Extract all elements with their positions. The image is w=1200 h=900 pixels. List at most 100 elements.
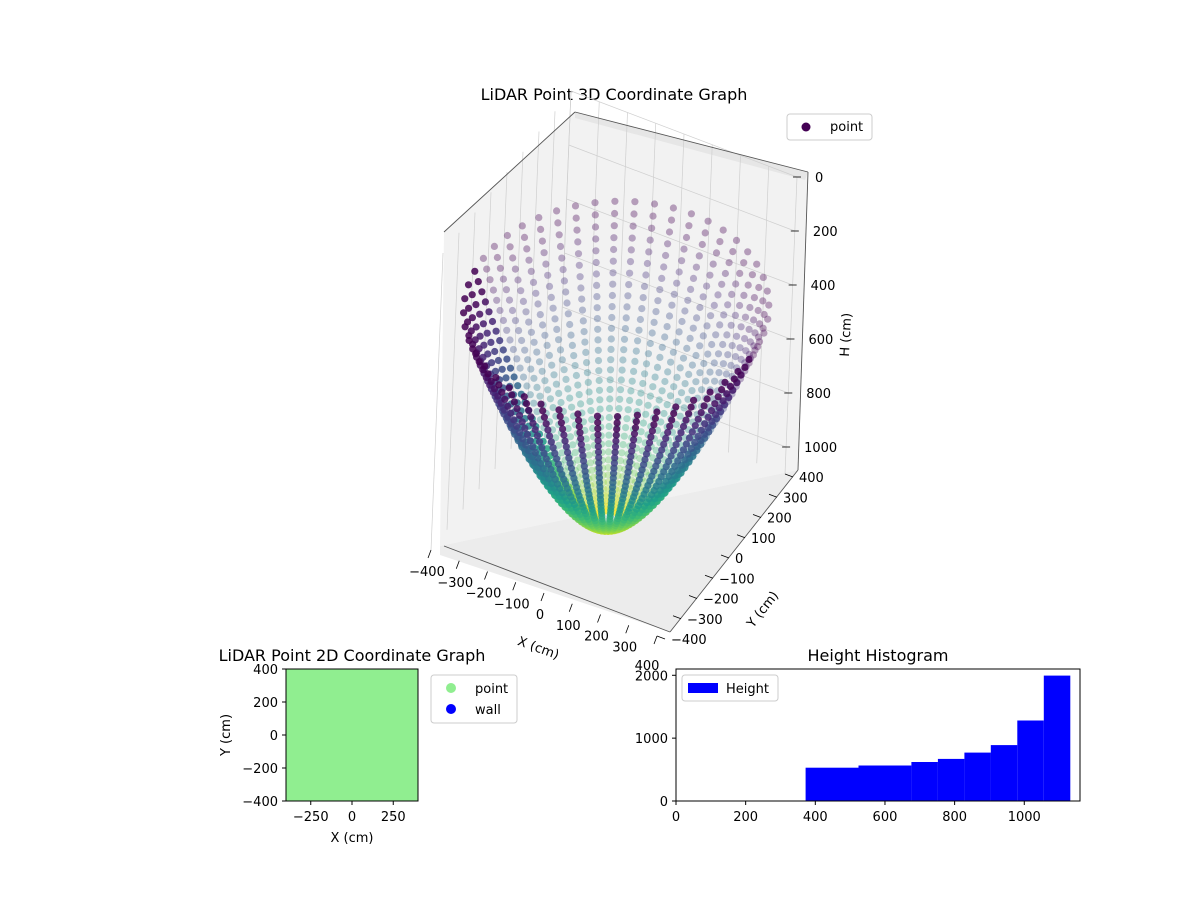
scatter-point-3d (465, 336, 473, 345)
scatter-point-3d (663, 323, 671, 331)
scatter-point-3d (594, 448, 603, 456)
scatter-point-3d (702, 377, 710, 385)
scatter-point-3d (731, 311, 740, 319)
scatter-point-3d (594, 442, 602, 450)
scatter-point-3d (568, 341, 577, 349)
scatter-point-3d (710, 301, 718, 309)
scatter-point-3d (663, 401, 671, 409)
scatter-point-3d (576, 429, 584, 437)
scatter-point-3d (608, 313, 616, 322)
scatter-point-3d (759, 297, 767, 305)
scatter-point-3d (644, 401, 652, 409)
scatter-point-3d (527, 267, 535, 275)
scatter-point-3d (563, 299, 571, 307)
scatter-point-3d (572, 214, 580, 222)
scatter-point-3d (566, 320, 574, 329)
scatter-point-3d (490, 242, 498, 250)
scatter-point-3d (461, 323, 469, 331)
scatter-point-3d (750, 316, 758, 324)
scatter-point-3d (655, 396, 663, 404)
scatter-point-3d (593, 412, 602, 420)
scatter-point-3d (722, 370, 731, 378)
scatter-point-3d (630, 430, 639, 438)
y-tick-mark (688, 595, 698, 599)
scatter-point-3d (573, 226, 581, 234)
scatter-point-3d (620, 346, 628, 354)
legend-3d: point (786, 113, 873, 141)
scatter-point-3d (491, 347, 499, 356)
scatter-point-3d (708, 340, 716, 349)
scatter-point-3d (660, 440, 668, 448)
scatter-point-3d (521, 424, 529, 432)
scatter-point-3d (642, 410, 650, 418)
scatter-point-3d (514, 382, 522, 390)
scatter-point-3d (610, 222, 618, 230)
scatter-point-3d (501, 395, 509, 403)
scatter-point-3d (538, 367, 546, 375)
scatter-point-3d (639, 419, 648, 427)
scatter-point-3d (706, 388, 714, 396)
scatter-point-3d (571, 362, 579, 370)
scatter-point-3d (498, 388, 506, 396)
scatter-point-3d (606, 376, 614, 384)
scatter-point-3d (468, 314, 476, 322)
scatter-point-3d (703, 395, 711, 403)
scatter-point-3d (627, 453, 635, 461)
scatter-point-3d (562, 443, 570, 451)
scatter-point-3d (689, 324, 697, 332)
y-tick-mark (672, 615, 682, 620)
scatter-point-3d (630, 469, 638, 477)
grid-line-y (494, 171, 508, 470)
scatter-point-3d (544, 426, 552, 434)
scatter-point-3d (732, 236, 741, 244)
scatter-point-3d (733, 332, 741, 340)
scatter-point-3d (687, 210, 696, 218)
scatter-point-3d (619, 441, 627, 449)
scatter-point-3d (578, 306, 587, 314)
y-axis-label-3d: Y (cm) (744, 589, 782, 632)
x-tick-mark (540, 592, 545, 602)
scatter-point-3d (621, 325, 630, 333)
scatter-point-3d (534, 300, 542, 308)
x-tick-label-hist: 1000 (1008, 810, 1041, 825)
scatter-point-3d (537, 459, 545, 468)
scatter-point-3d (495, 381, 503, 389)
histogram-bar (1043, 675, 1071, 801)
scatter-point-3d (506, 336, 514, 344)
scatter-point-3d (736, 344, 744, 352)
scatter-point-3d (626, 458, 634, 466)
scatter-point-3d (579, 452, 587, 460)
scatter-point-3d (700, 402, 708, 410)
scatter-point-3d (685, 222, 693, 230)
scatter-point-3d (670, 409, 678, 418)
scatter-point-3d (741, 313, 750, 321)
scatter-point-3d (488, 317, 497, 326)
scatter-point-3d (718, 386, 726, 394)
scatter-point-3d (613, 413, 622, 421)
scatter-point-3d (620, 432, 628, 440)
histogram-bar (1017, 720, 1044, 801)
scatter-point-3d (611, 454, 619, 462)
scatter-point-3d (508, 306, 517, 315)
scatter-point-3d (471, 267, 479, 275)
scatter-point-3d (639, 294, 647, 302)
grid-line-y (542, 111, 556, 409)
scatter-point-3d (509, 345, 517, 354)
scatter-point-3d (619, 356, 627, 364)
scatter-point-3d (525, 318, 533, 326)
grid-line-y (430, 252, 444, 551)
scatter-point-3d (575, 391, 583, 399)
scatter-point-3d (560, 277, 569, 285)
scatter-point-3d (626, 396, 634, 404)
scatter-point-3d (658, 274, 666, 282)
scatter-point-3d (654, 426, 662, 434)
scatter-point-3d (516, 364, 524, 372)
scatter-point-3d (665, 228, 674, 236)
scatter-point-3d (719, 340, 727, 349)
scatter-point-3d (486, 276, 494, 284)
scatter-point-3d (577, 440, 586, 448)
scatter-point-3d (674, 397, 682, 406)
scatter-point-3d (529, 443, 537, 451)
scatter-point-3d (664, 368, 672, 376)
